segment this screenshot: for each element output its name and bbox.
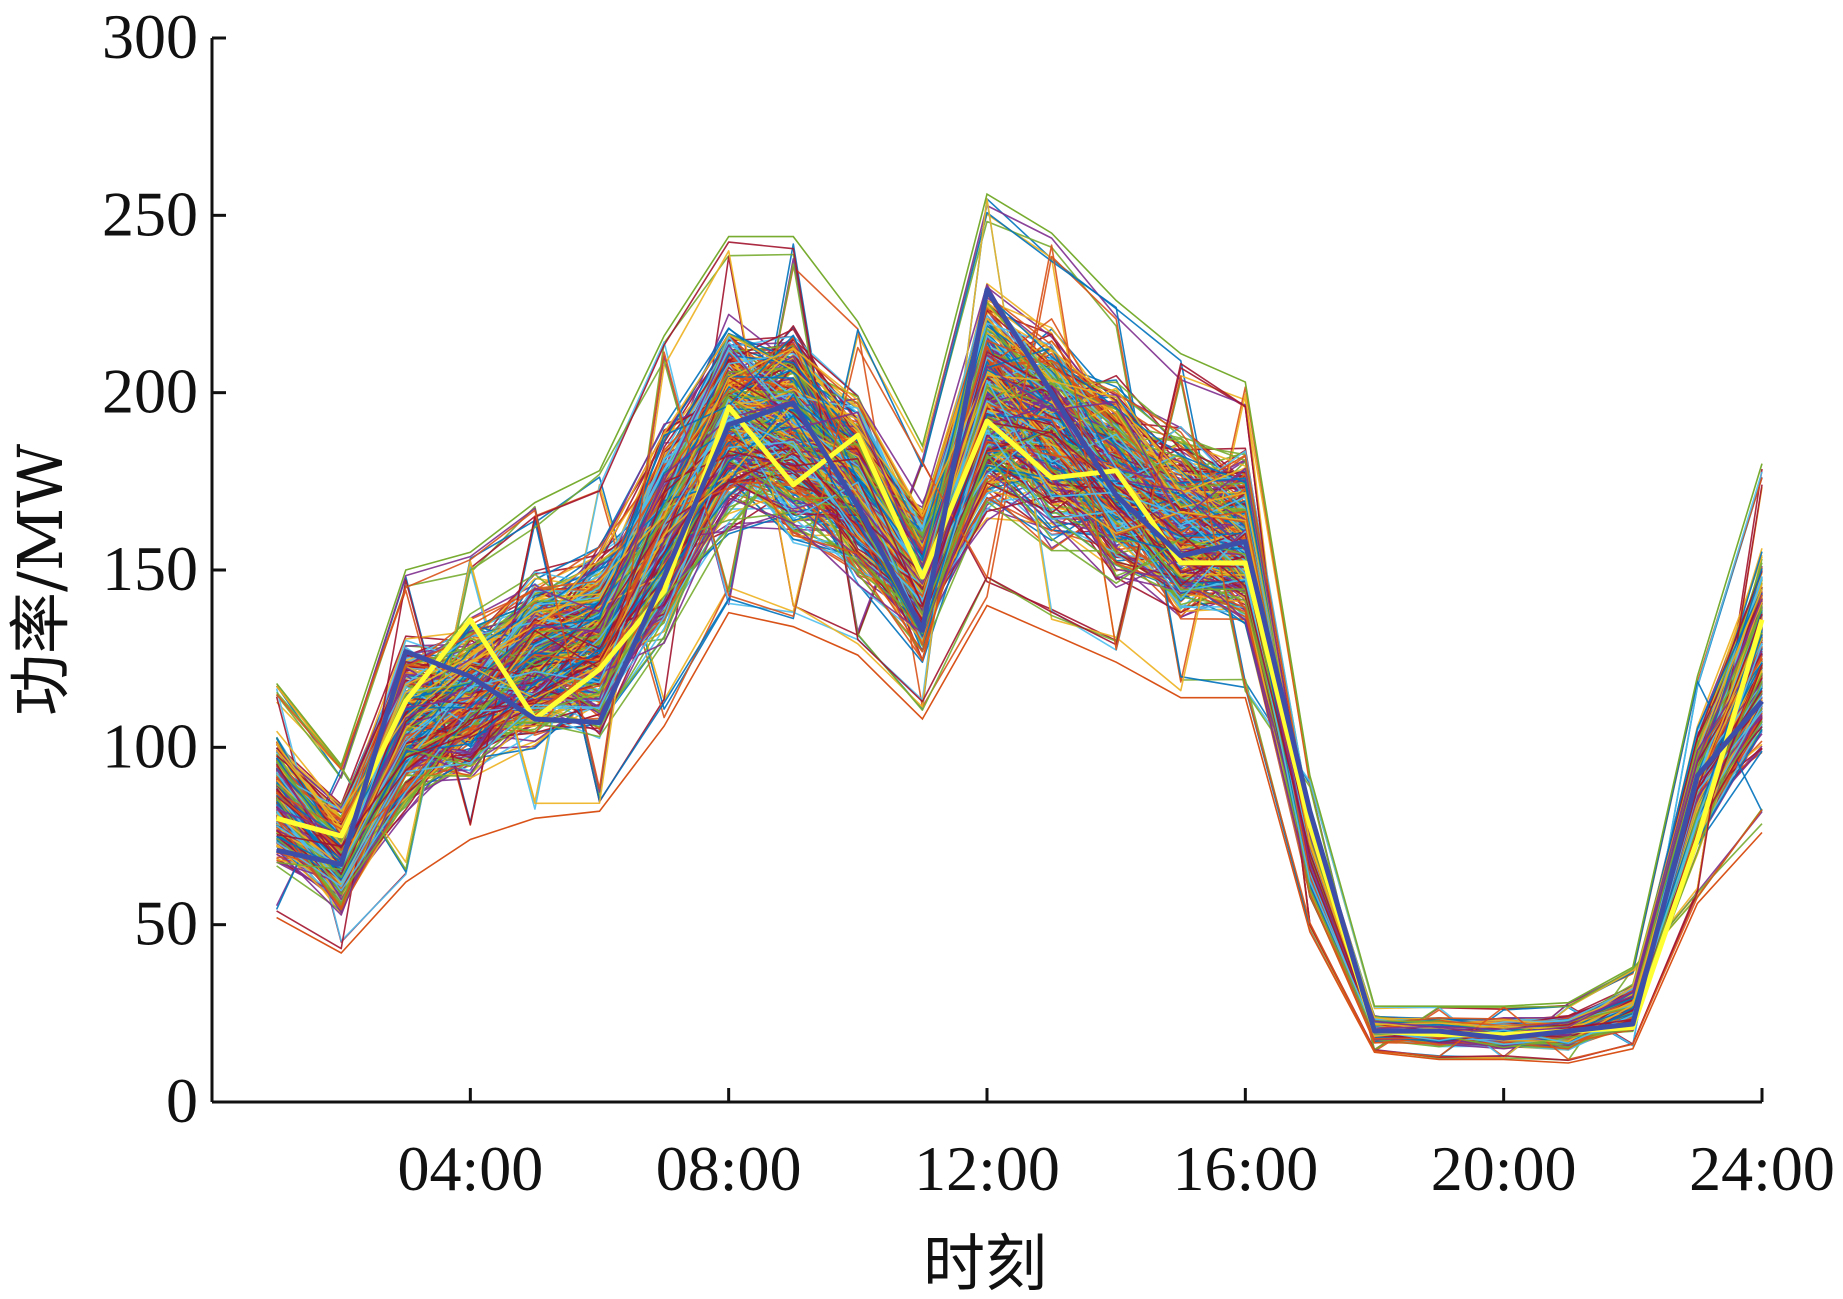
x-tick-label: 04:00: [397, 1133, 543, 1204]
y-ticks: 0 50 100 150 200 250 300: [102, 1, 226, 1136]
day-curve: [276, 474, 1763, 1040]
y-tick-label: 300: [102, 1, 198, 72]
day-curve: [275, 263, 1763, 1051]
x-tick-label: 24:00: [1689, 1133, 1835, 1204]
day-curve: [276, 470, 1763, 1047]
envelope-curve: [275, 192, 1763, 1008]
day-curve: [275, 211, 1763, 1058]
x-ticks: 04:00 08:00 12:00 16:00 20:00 24:00: [397, 1088, 1835, 1204]
day-curve: [275, 457, 1763, 1047]
yellow-series-line: [275, 404, 1765, 1038]
day-curve: [276, 445, 1763, 1049]
x-tick-label: 20:00: [1431, 1133, 1577, 1204]
x-tick-label: 12:00: [914, 1133, 1060, 1204]
day-curve: [276, 475, 1763, 1048]
y-axis-title: 功率/MW: [4, 444, 77, 716]
y-tick-label: 50: [134, 888, 198, 959]
day-curve: [275, 204, 1763, 1059]
y-tick-label: 200: [102, 356, 198, 427]
day-curve: [276, 400, 1763, 1031]
mean-lines: [275, 287, 1765, 1041]
day-curve: [276, 459, 1763, 1041]
day-curve: [276, 339, 1763, 1030]
day-curve: [275, 493, 1763, 1045]
day-curve: [275, 400, 1763, 1041]
blue-series-line: [276, 287, 1764, 1041]
day-curve: [276, 241, 1763, 1062]
y-tick-label: 250: [102, 178, 198, 249]
day-curve: [276, 459, 1763, 1044]
envelope-curve: [276, 604, 1763, 1064]
x-axis-title: 时刻: [923, 1227, 1047, 1299]
x-tick-label: 16:00: [1172, 1133, 1318, 1204]
y-tick-label: 0: [166, 1065, 198, 1136]
day-curve: [276, 485, 1763, 1050]
x-tick-label: 08:00: [656, 1133, 802, 1204]
y-tick-label: 100: [102, 710, 198, 781]
y-tick-label: 150: [102, 533, 198, 604]
day-curve: [275, 446, 1763, 1042]
bundle-lines: [275, 192, 1763, 1064]
day-curve: [276, 483, 1763, 1046]
